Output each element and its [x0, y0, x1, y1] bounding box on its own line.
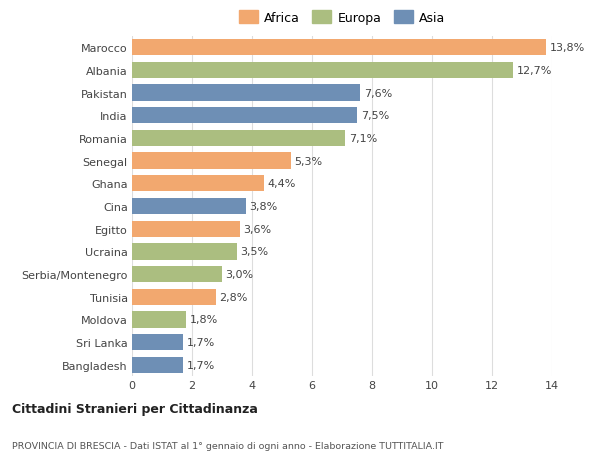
Bar: [132, 244, 237, 260]
Bar: [132, 108, 357, 124]
Text: 1,8%: 1,8%: [190, 315, 218, 325]
Text: 3,0%: 3,0%: [226, 269, 254, 280]
Text: PROVINCIA DI BRESCIA - Dati ISTAT al 1° gennaio di ogni anno - Elaborazione TUTT: PROVINCIA DI BRESCIA - Dati ISTAT al 1° …: [12, 441, 443, 450]
Text: Cittadini Stranieri per Cittadinanza: Cittadini Stranieri per Cittadinanza: [12, 403, 258, 415]
Bar: [132, 357, 183, 373]
Text: 3,5%: 3,5%: [241, 247, 269, 257]
Text: 7,1%: 7,1%: [349, 134, 377, 144]
Text: 4,4%: 4,4%: [268, 179, 296, 189]
Bar: [132, 40, 546, 56]
Text: 1,7%: 1,7%: [187, 337, 215, 347]
Text: 1,7%: 1,7%: [187, 360, 215, 370]
Bar: [132, 289, 216, 305]
Bar: [132, 153, 291, 169]
Legend: Africa, Europa, Asia: Africa, Europa, Asia: [236, 9, 448, 27]
Bar: [132, 266, 222, 283]
Bar: [132, 85, 360, 101]
Bar: [132, 312, 186, 328]
Bar: [132, 334, 183, 351]
Text: 7,5%: 7,5%: [361, 111, 389, 121]
Text: 13,8%: 13,8%: [550, 43, 585, 53]
Text: 12,7%: 12,7%: [517, 66, 552, 76]
Bar: [132, 176, 264, 192]
Text: 3,8%: 3,8%: [250, 202, 278, 212]
Bar: [132, 198, 246, 215]
Text: 5,3%: 5,3%: [295, 156, 323, 166]
Bar: [132, 221, 240, 237]
Bar: [132, 62, 513, 79]
Text: 2,8%: 2,8%: [220, 292, 248, 302]
Text: 3,6%: 3,6%: [244, 224, 272, 234]
Text: 7,6%: 7,6%: [364, 88, 392, 98]
Bar: [132, 130, 345, 147]
